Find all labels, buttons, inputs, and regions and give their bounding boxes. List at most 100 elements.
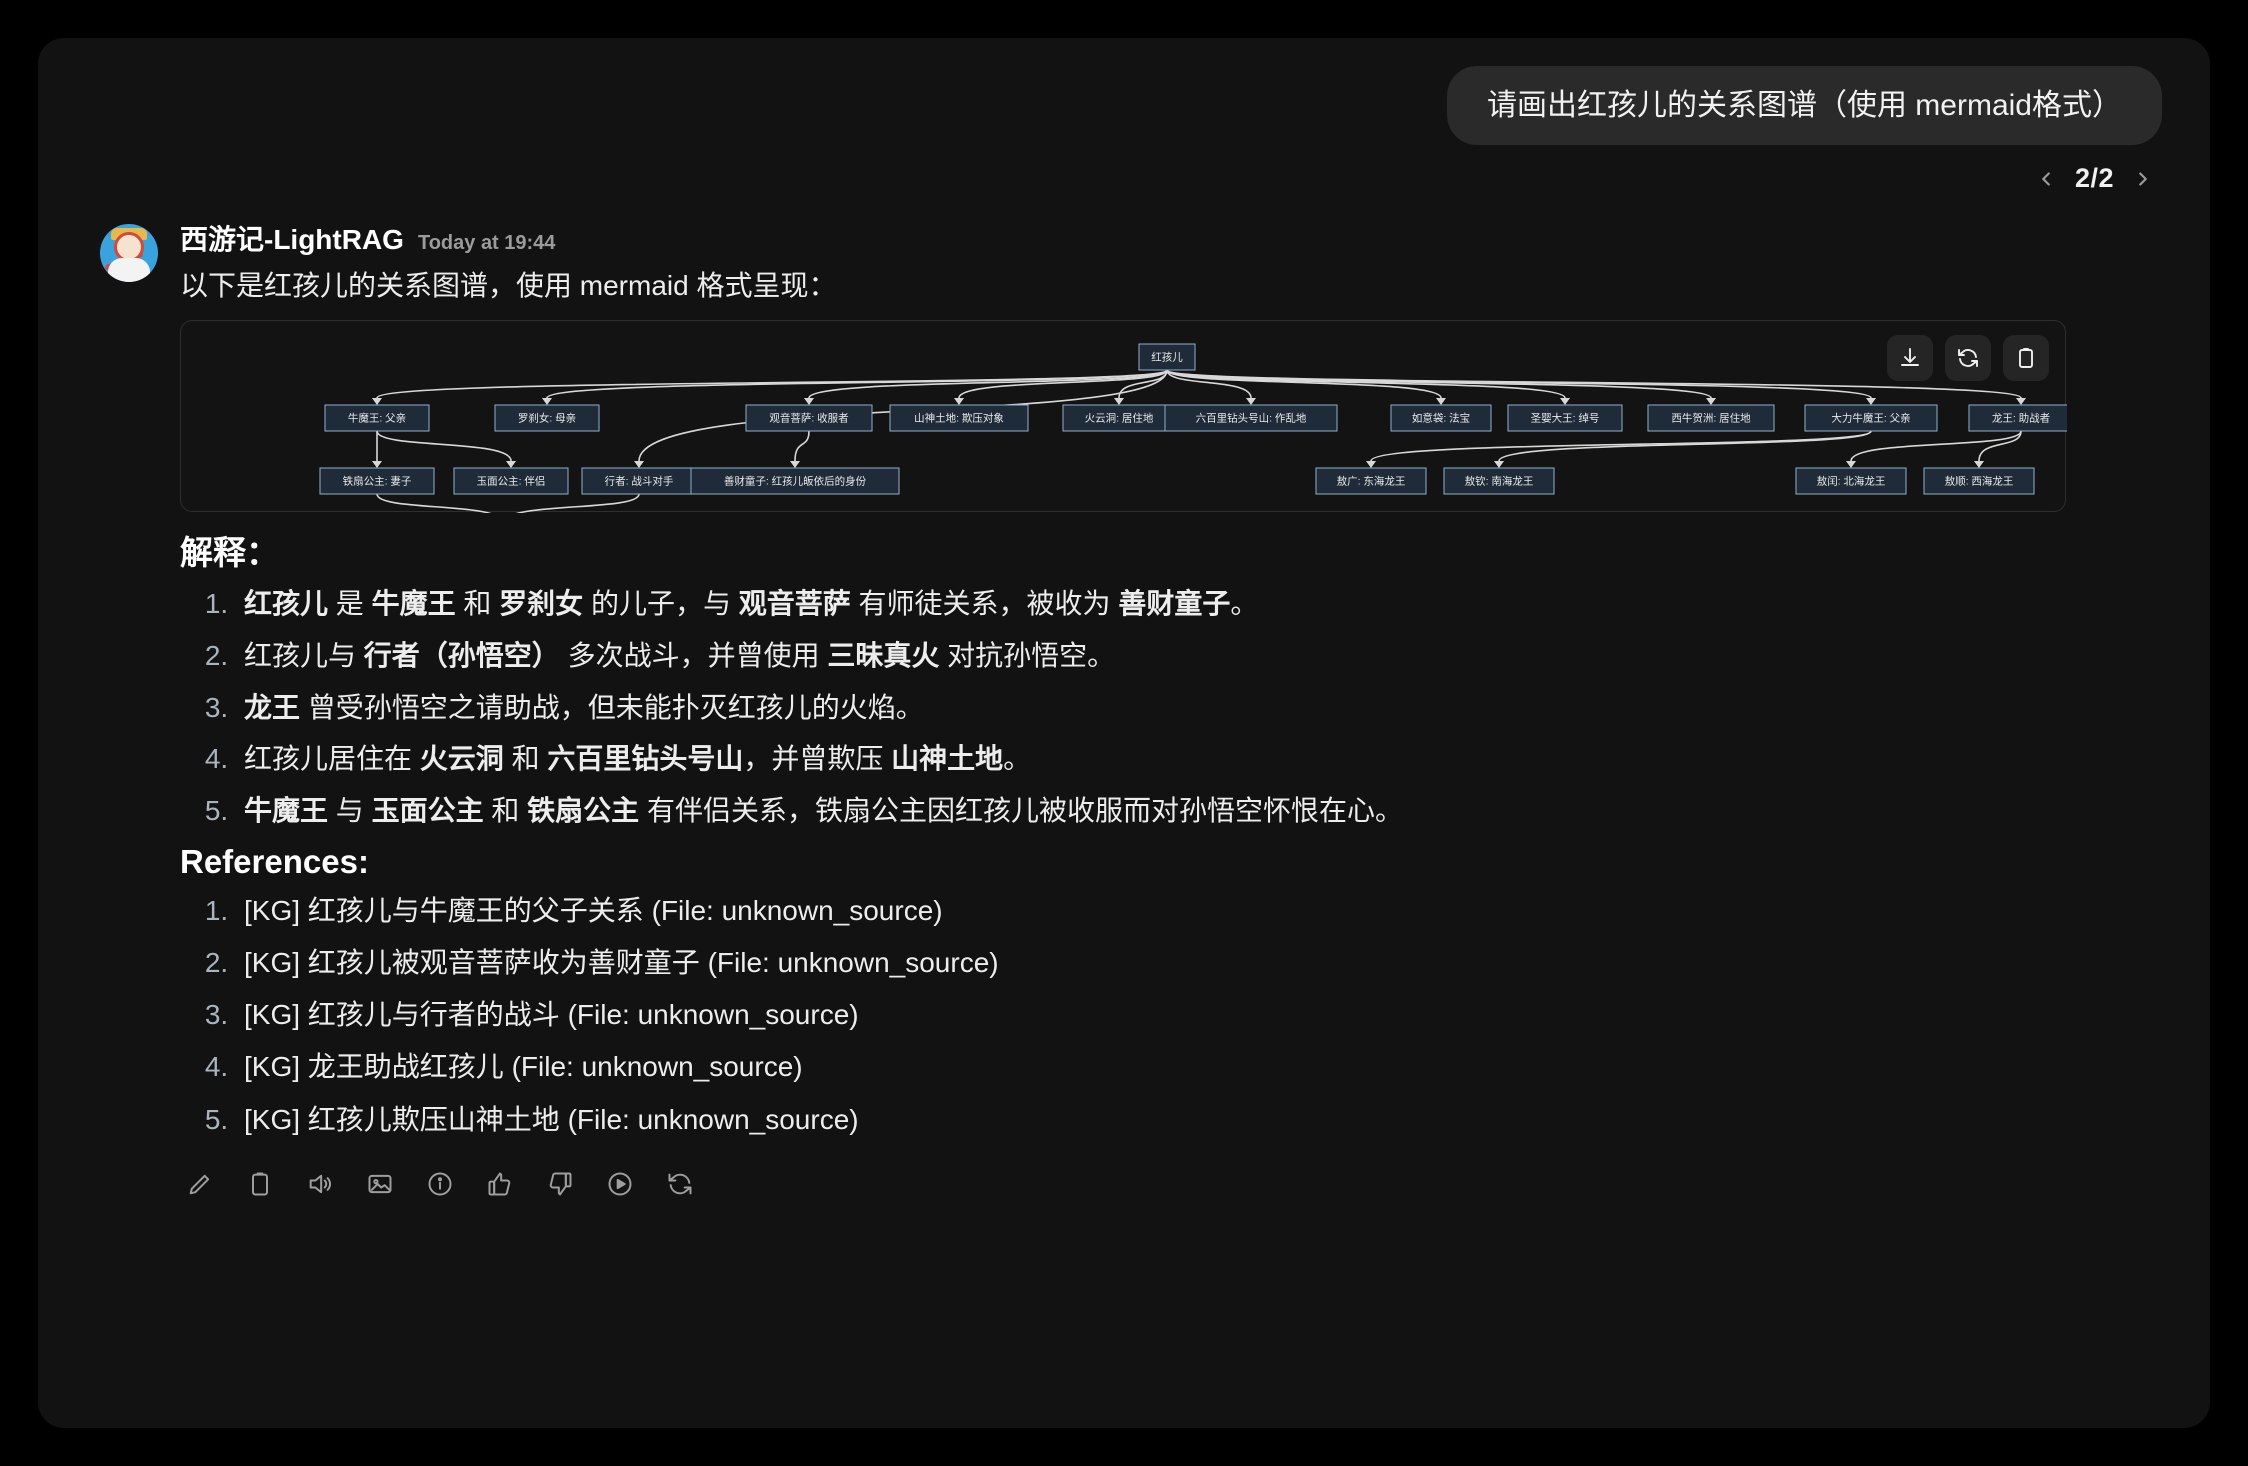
text-run: 有伴侣关系，铁扇公主因红孩儿被收服而对孙悟空怀恨在心。 [639, 795, 1403, 826]
download-icon[interactable] [1887, 335, 1933, 381]
graph-node-box [1804, 404, 1938, 432]
graph-node[interactable]: 行者: 战斗对手 [581, 467, 697, 495]
entity-highlight: 罗刹女 [499, 588, 584, 619]
thumbs-down-icon[interactable] [542, 1166, 578, 1202]
entity-highlight: 牛魔王 [244, 795, 329, 826]
image-icon[interactable] [362, 1166, 398, 1202]
graph-edge [808, 369, 1168, 399]
graph-node-box [1062, 404, 1176, 432]
message-body: 西游记-LightRAG Today at 19:44 以下是红孩儿的关系图谱，… [180, 218, 2154, 1202]
graph-node[interactable]: 罗刹女: 母亲 [494, 404, 600, 432]
avatar [100, 224, 158, 282]
references-title: References: [180, 842, 369, 880]
graph-edge [794, 430, 810, 462]
graph-node[interactable]: 善财童子: 红孩儿皈依后的身份 [690, 467, 900, 495]
reference-item: [KG] 龙王助战红孩儿 (File: unknown_source) [236, 1047, 2154, 1086]
reference-item: [KG] 红孩儿与行者的战斗 (File: unknown_source) [236, 995, 2154, 1034]
graph-node[interactable]: 敖顺: 西海龙王 [1923, 467, 2035, 495]
graph-node[interactable]: 如意袋: 法宝 [1390, 404, 1492, 432]
graph-node[interactable]: 大力牛魔王: 父亲 [1804, 404, 1938, 432]
text-run: 红孩儿与 [244, 639, 364, 671]
thumbs-up-icon[interactable] [482, 1166, 518, 1202]
graph-node-label: 大力牛魔王: 父亲 [1831, 411, 1910, 424]
graph-edge [376, 493, 491, 513]
text-run: ，并曾欺压 [743, 743, 892, 775]
graph-node[interactable]: 玉面公主: 伴侣 [453, 467, 569, 495]
graph-node-label: 铁扇公主: 妻子 [343, 474, 412, 487]
refresh-icon[interactable] [662, 1166, 698, 1202]
graph-node-box [1315, 467, 1427, 495]
graph-edge [376, 430, 512, 462]
edit-pencil-icon[interactable] [182, 1166, 218, 1202]
graph-edge [1166, 369, 1252, 399]
graph-node[interactable]: 敖钦: 南海龙王 [1443, 467, 1555, 495]
graph-node[interactable]: 火云洞: 居住地 [1062, 404, 1176, 432]
graph-node[interactable]: 西牛贺洲: 居住地 [1647, 404, 1775, 432]
refresh-icon[interactable] [1945, 335, 1991, 381]
text-run: 的儿子，与 [583, 588, 739, 619]
info-icon[interactable] [422, 1166, 458, 1202]
graph-edge-arrow [372, 461, 382, 468]
graph-edge [1166, 369, 1566, 399]
explanation-list: 红孩儿 是 牛魔王 和 罗刹女 的儿子，与 观音菩萨 有师徒关系，被收为 善财童… [180, 584, 2154, 831]
clipboard-icon[interactable] [2003, 335, 2049, 381]
graph-node-box [1795, 467, 1907, 495]
graph-edge [515, 493, 640, 513]
graph-edge-arrow [1560, 398, 1570, 405]
graph-edges [372, 369, 2026, 513]
graph-edge-arrow [1366, 461, 1376, 468]
message-timestamp: Today at 19:44 [417, 232, 556, 254]
reference-item: [KG] 红孩儿与牛魔王的父子关系 (File: unknown_source) [236, 891, 2154, 930]
graph-node-label: 罗刹女: 母亲 [518, 411, 576, 424]
graph-node[interactable]: 观音菩萨: 收服者 [745, 404, 873, 432]
graph-node-box [1923, 467, 2035, 495]
graph-edge-arrow [1974, 461, 1984, 468]
entity-highlight: 行者（孙悟空） [363, 639, 560, 671]
graph-node-label: 敖闰: 北海龙王 [1817, 474, 1886, 487]
graph-node-label: 红孩儿 [1151, 350, 1183, 363]
text-run: 。 [1230, 588, 1259, 619]
chat-card: 请画出红孩儿的关系图谱（使用 mermaid格式） 2/2 西游记-Lig [38, 38, 2210, 1428]
chevron-left-icon[interactable] [2035, 168, 2057, 190]
graph-edge [1166, 369, 2022, 399]
graph-node[interactable]: 龙王: 助战者 [1968, 404, 2067, 432]
graph-edge-arrow [634, 461, 644, 468]
graph-node-label: 行者: 战斗对手 [605, 474, 674, 487]
graph-node[interactable]: 山神土地: 欺压对象 [889, 404, 1029, 432]
explanation-item: 龙王 曾受孙悟空之请助战，但未能扑灭红孩儿的火焰。 [236, 688, 2154, 728]
graph-node-box [319, 467, 435, 495]
graph-node[interactable]: 红孩儿 [1138, 343, 1196, 371]
graph-node[interactable]: 铁扇公主: 妻子 [319, 467, 435, 495]
explanation-item: 牛魔王 与 玉面公主 和 铁扇公主 有伴侣关系，铁扇公主因红孩儿被收服而对孙悟空… [236, 791, 2154, 831]
graph-node[interactable]: 圣婴大王: 绰号 [1507, 404, 1623, 432]
explanation-item: 红孩儿居住在 火云洞 和 六百里钻头号山，并曾欺压 山神土地。 [236, 739, 2154, 779]
graph-node-box [1968, 404, 2067, 432]
reference-item: [KG] 红孩儿欺压山神土地 (File: unknown_source) [236, 1100, 2154, 1139]
clipboard-icon[interactable] [242, 1166, 278, 1202]
graph-node-box [1390, 404, 1492, 432]
graph-edge [1850, 430, 2022, 462]
graph-edge-arrow [1866, 398, 1876, 405]
graph-edge-arrow [372, 398, 382, 405]
graph-node-box [745, 404, 873, 432]
entity-highlight: 善财童子 [1118, 588, 1231, 619]
graph-edge-arrow [954, 398, 964, 405]
graph-node-box [889, 404, 1029, 432]
graph-node[interactable]: 六百里钻头号山: 作乱地 [1164, 404, 1338, 432]
graph-node[interactable]: 牛魔王: 父亲 [324, 404, 430, 432]
user-message-bubble[interactable]: 请画出红孩儿的关系图谱（使用 mermaid格式） [1446, 66, 2162, 145]
text-run: 和 [455, 588, 500, 619]
graph-node[interactable]: 敖广: 东海龙王 [1315, 467, 1427, 495]
chevron-right-icon[interactable] [2132, 168, 2154, 190]
text-run: 有师徒关系，被收为 [850, 588, 1119, 619]
graph-node-label: 圣婴大王: 绰号 [1531, 411, 1600, 424]
message-author: 西游记-LightRAG [180, 224, 404, 255]
graph-node[interactable]: 敖闰: 北海龙王 [1795, 467, 1907, 495]
graph-edge-arrow [1706, 398, 1716, 405]
text-run: 红孩儿居住在 [244, 743, 420, 775]
graph-edge [1978, 430, 2022, 462]
entity-highlight: 铁扇公主 [527, 795, 640, 826]
play-circle-icon[interactable] [602, 1166, 638, 1202]
speaker-icon[interactable] [302, 1166, 338, 1202]
